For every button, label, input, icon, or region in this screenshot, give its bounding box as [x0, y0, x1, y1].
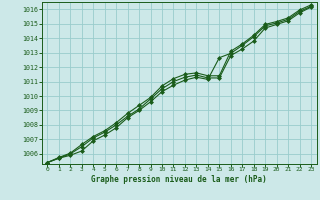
X-axis label: Graphe pression niveau de la mer (hPa): Graphe pression niveau de la mer (hPa) [91, 175, 267, 184]
